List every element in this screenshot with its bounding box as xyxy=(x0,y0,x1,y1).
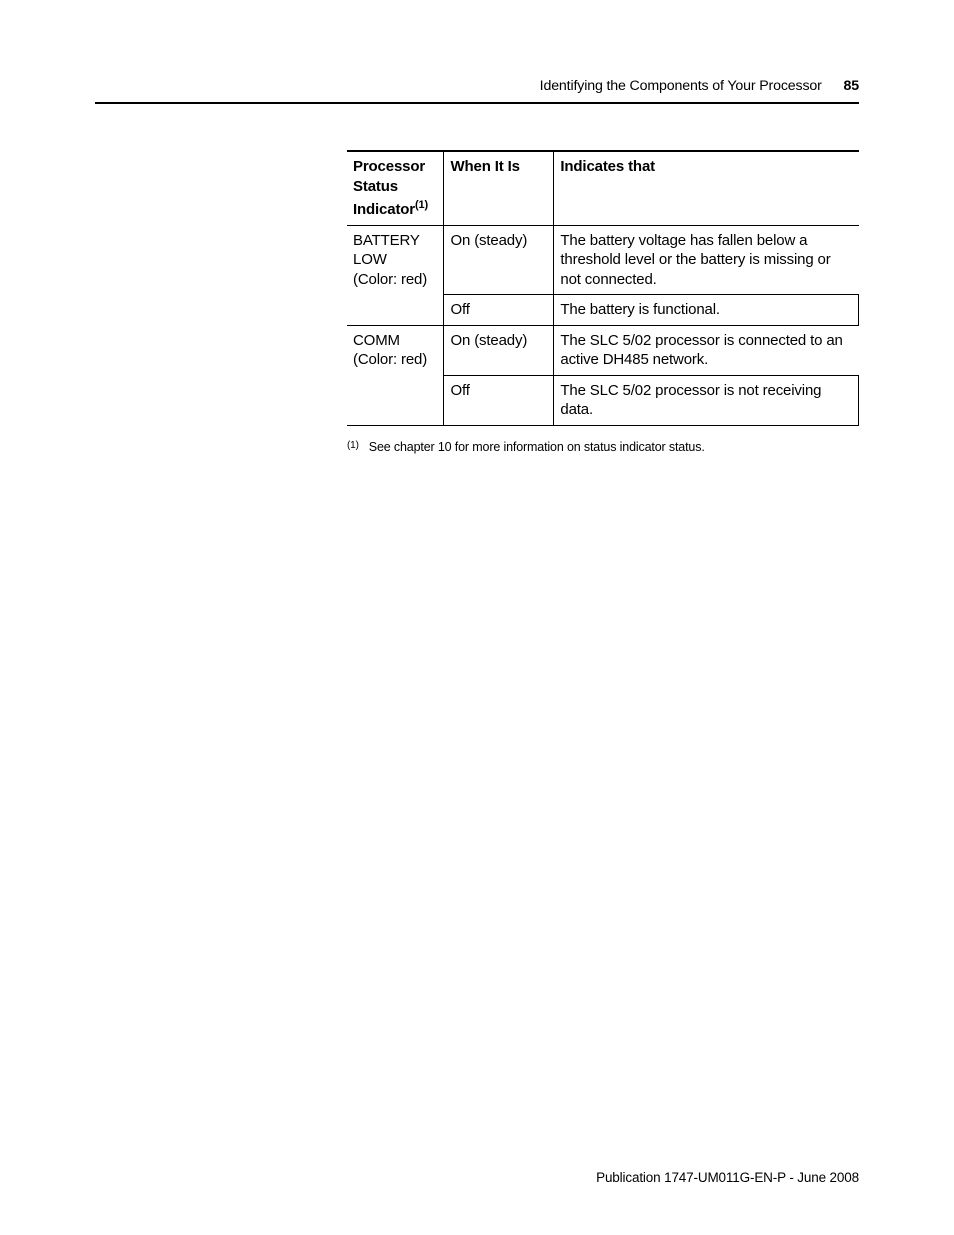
header-title-line: Identifying the Components of Your Proce… xyxy=(95,78,859,94)
table-row: BATTERY LOW (Color: red) On (steady) The… xyxy=(347,225,859,295)
col1-l3: Indicator(1) xyxy=(353,198,435,220)
footnote-text: See chapter 10 for more information on s… xyxy=(369,440,705,454)
indicator-color: (Color: red) xyxy=(353,270,435,290)
cell-indicator: BATTERY LOW (Color: red) xyxy=(347,225,444,325)
col-header-indicates: Indicates that xyxy=(554,151,859,225)
col1-l3-prefix: Indicator xyxy=(353,201,415,218)
cell-desc: The SLC 5/02 processor is not receiving … xyxy=(554,375,859,425)
page-footer: Publication 1747-UM011G-EN-P - June 2008 xyxy=(596,1170,859,1185)
header-title: Identifying the Components of Your Proce… xyxy=(540,78,822,94)
indicator-name: BATTERY LOW xyxy=(353,231,435,270)
indicator-color: (Color: red) xyxy=(353,350,435,370)
footer-text: Publication 1747-UM011G-EN-P - June 2008 xyxy=(596,1170,859,1185)
footnote-marker: (1) xyxy=(347,440,359,451)
page-header: Identifying the Components of Your Proce… xyxy=(95,78,859,104)
cell-desc: The SLC 5/02 processor is connected to a… xyxy=(554,325,859,375)
cell-desc: The battery is functional. xyxy=(554,295,859,326)
footnote: (1) See chapter 10 for more information o… xyxy=(347,440,859,454)
cell-when: On (steady) xyxy=(444,225,554,295)
cell-desc: The battery voltage has fallen below a t… xyxy=(554,225,859,295)
indicator-name: COMM xyxy=(353,331,435,351)
page: Identifying the Components of Your Proce… xyxy=(0,0,954,1235)
content-area: Processor Status Indicator(1) When It Is… xyxy=(347,150,859,454)
status-indicator-table: Processor Status Indicator(1) When It Is… xyxy=(347,150,859,426)
col-header-when: When It Is xyxy=(444,151,554,225)
col1-l1: Processor xyxy=(353,157,435,177)
col1-l3-sup: (1) xyxy=(415,199,428,211)
table-header-row: Processor Status Indicator(1) When It Is… xyxy=(347,151,859,225)
cell-indicator: COMM (Color: red) xyxy=(347,325,444,425)
header-page-number: 85 xyxy=(844,78,859,94)
table-row: COMM (Color: red) On (steady) The SLC 5/… xyxy=(347,325,859,375)
header-rule xyxy=(95,102,859,104)
cell-when: Off xyxy=(444,375,554,425)
col1-l2: Status xyxy=(353,177,435,197)
cell-when: On (steady) xyxy=(444,325,554,375)
col-header-indicator: Processor Status Indicator(1) xyxy=(347,151,444,225)
cell-when: Off xyxy=(444,295,554,326)
